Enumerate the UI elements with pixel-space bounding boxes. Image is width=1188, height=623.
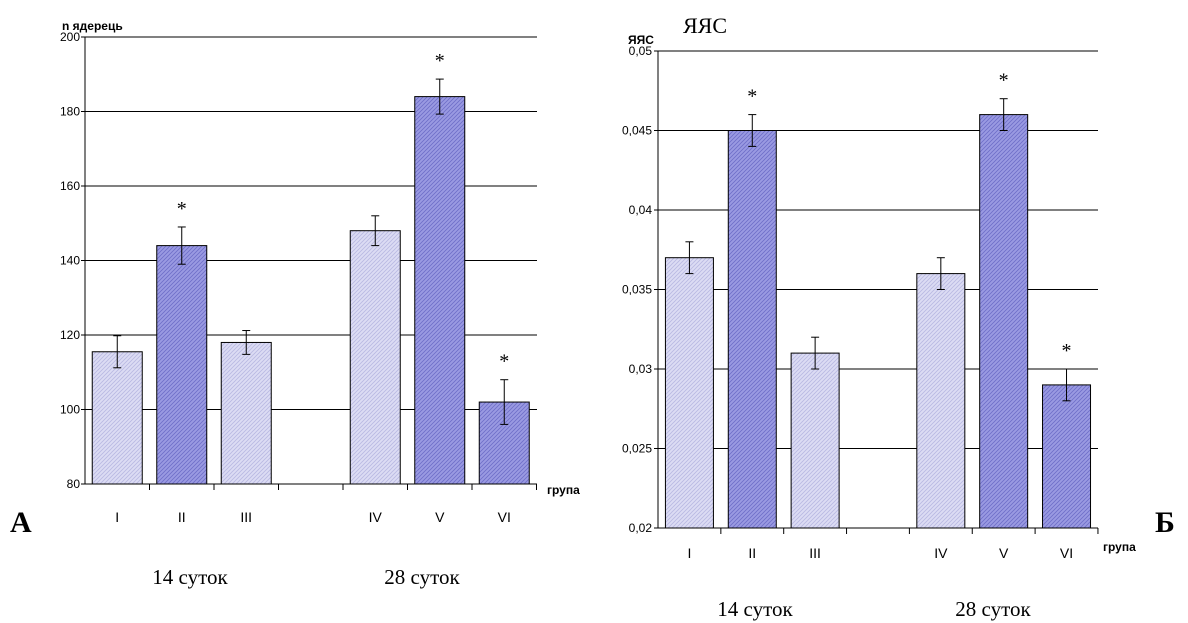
x-category-label: III: [240, 509, 252, 525]
x-category-label: VI: [498, 509, 511, 525]
bar-II: [727, 130, 777, 529]
y-tick-label: 160: [60, 179, 80, 193]
bar-VI: [1042, 384, 1092, 529]
x-category-label: IV: [369, 509, 383, 525]
x-category-label: V: [435, 509, 445, 525]
x-category-label: III: [809, 545, 821, 561]
x-category-label: II: [748, 545, 756, 561]
panel-a-period-14: 14 суток: [152, 565, 228, 589]
x-category-label: I: [115, 509, 119, 525]
significance-marker: *: [499, 351, 509, 373]
bar-IV: [916, 273, 966, 529]
y-tick-label: 200: [60, 30, 80, 44]
bar-IV: [349, 230, 401, 485]
panel-b-label: Б: [1155, 506, 1175, 539]
significance-marker: *: [1062, 340, 1072, 362]
panel-b-period-28: 28 суток: [955, 597, 1031, 621]
y-tick-label: 180: [60, 105, 80, 119]
significance-marker: *: [435, 50, 445, 72]
bar-III: [220, 341, 272, 485]
significance-marker: *: [177, 198, 187, 220]
y-axis-title: n ядерець: [62, 19, 123, 33]
x-category-label: VI: [1060, 545, 1073, 561]
y-tick-label: 0,025: [622, 442, 652, 456]
y-tick-label: 0,02: [629, 521, 653, 535]
y-tick-label: 0,05: [629, 44, 653, 58]
y-tick-label: 0,035: [622, 283, 652, 297]
bar-II: [156, 245, 208, 485]
y-tick-label: 0,03: [629, 362, 653, 376]
y-tick-label: 140: [60, 254, 80, 268]
panel-a-period-28: 28 суток: [384, 565, 460, 589]
x-axis-title: група: [1103, 540, 1136, 554]
x-category-label: IV: [934, 545, 948, 561]
significance-marker: *: [999, 70, 1009, 92]
bar-I: [664, 257, 714, 529]
x-category-label: I: [687, 545, 691, 561]
y-tick-label: 100: [60, 403, 80, 417]
bar-V: [979, 114, 1029, 529]
chart-b-title: ЯЯС: [683, 13, 727, 38]
y-tick-label: 0,04: [629, 203, 653, 217]
x-axis-title: група: [547, 483, 580, 497]
panel-b-period-14: 14 суток: [717, 597, 793, 621]
bar-III: [790, 352, 840, 529]
y-tick-label: 120: [60, 328, 80, 342]
panel-a-label: А: [10, 506, 32, 539]
y-tick-label: 0,045: [622, 124, 652, 138]
significance-marker: *: [747, 86, 757, 108]
bar-I: [91, 351, 143, 485]
x-category-label: II: [178, 509, 186, 525]
x-category-label: V: [999, 545, 1009, 561]
bar-V: [414, 96, 466, 485]
y-tick-label: 80: [67, 477, 81, 491]
y-axis-title: ЯЯС: [628, 33, 654, 47]
